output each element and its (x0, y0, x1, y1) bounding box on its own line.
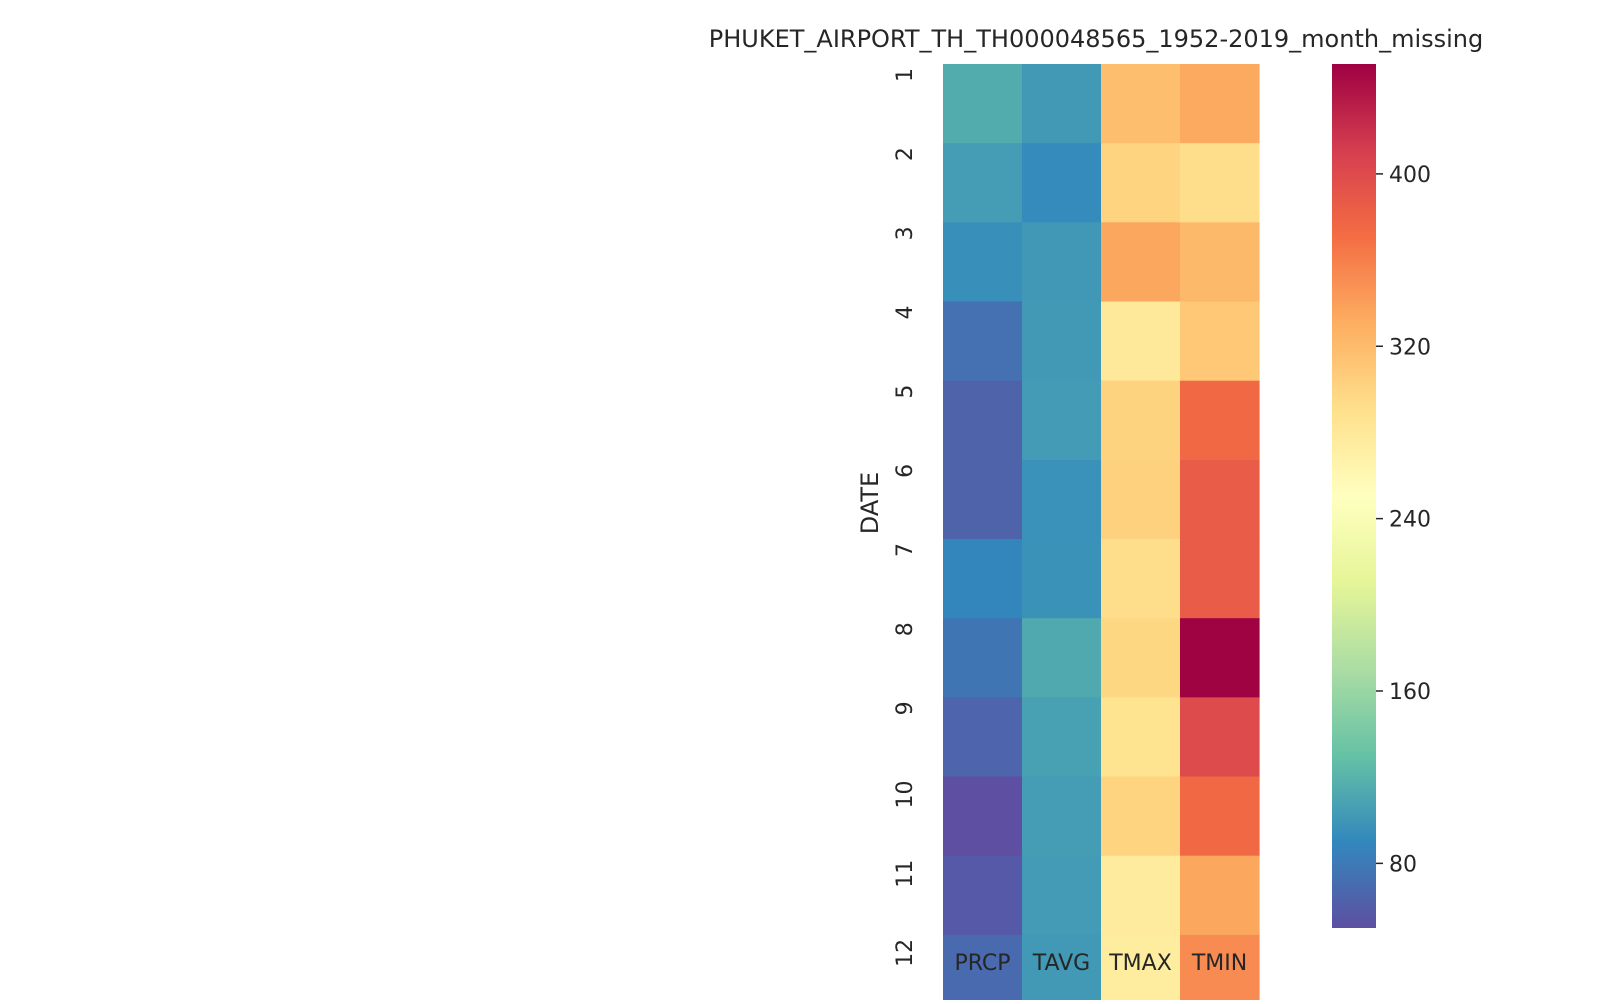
heatmap-cell-1-TMIN (1180, 64, 1260, 144)
heatmap-cell-6-PRCP (943, 459, 1023, 540)
colorbar-ticks: 80 160 240 320 400 (1376, 163, 1431, 877)
colorbar-tick-label: 240 (1389, 508, 1431, 533)
heatmap-cell-9-TAVG (1022, 697, 1102, 778)
heatmap-cell-11-TAVG (1022, 855, 1102, 936)
row-tick-label: 2 (893, 147, 918, 161)
heatmap-cell-3-PRCP (943, 222, 1023, 303)
heatmap-cell-11-TMAX (1101, 855, 1181, 936)
heatmap-cell-7-TAVG (1022, 539, 1102, 619)
heatmap-cell-6-TMIN (1180, 459, 1260, 540)
heatmap-cell-6-TAVG (1022, 459, 1102, 540)
heatmap-cell-4-TMIN (1180, 301, 1260, 382)
colorbar-tick-label: 80 (1389, 852, 1417, 877)
row-tick-label: 12 (893, 939, 918, 967)
heatmap-cell-2-TMAX (1101, 143, 1181, 223)
heatmap-cell-8-TAVG (1022, 618, 1102, 698)
colorbar-tick-label: 400 (1389, 163, 1431, 188)
heatmap-cells (943, 64, 1260, 1004)
row-tick-label: 11 (893, 860, 918, 888)
heatmap-cell-4-TAVG (1022, 301, 1102, 382)
heatmap-cell-4-PRCP (943, 301, 1023, 382)
heatmap-cell-2-TMIN (1180, 143, 1260, 223)
row-tick-label: 10 (893, 781, 918, 809)
heatmap-cell-5-TMIN (1180, 380, 1260, 461)
heatmap-cell-12-PRCP (943, 934, 1023, 1004)
heatmap-cell-7-TMIN (1180, 539, 1260, 619)
heatmap-cell-5-PRCP (943, 380, 1023, 461)
heatmap-cell-8-PRCP (943, 618, 1023, 698)
heatmap-cell-7-PRCP (943, 539, 1023, 619)
heatmap-cell-3-TMIN (1180, 222, 1260, 303)
column-tick-label: TMAX (1108, 951, 1172, 976)
row-tick-label: 9 (893, 701, 918, 715)
heatmap-cell-11-TMIN (1180, 855, 1260, 936)
row-tick-label: 5 (893, 385, 918, 399)
heatmap-cell-10-TAVG (1022, 776, 1102, 857)
heatmap-cell-10-TMIN (1180, 776, 1260, 857)
heatmap-cell-10-PRCP (943, 776, 1023, 857)
heatmap-cell-12-TMAX (1101, 934, 1181, 1004)
chart-title: PHUKET_AIRPORT_TH_TH000048565_1952-2019_… (709, 25, 1484, 53)
heatmap-cell-3-TAVG (1022, 222, 1102, 303)
heatmap-cell-10-TMAX (1101, 776, 1181, 857)
heatmap-cell-9-TMAX (1101, 697, 1181, 778)
heatmap-cell-8-TMIN (1180, 618, 1260, 698)
heatmap-cell-5-TMAX (1101, 380, 1181, 461)
row-tick-label: 1 (893, 68, 918, 82)
heatmap-cell-12-TAVG (1022, 934, 1102, 1004)
heatmap-cell-5-TAVG (1022, 380, 1102, 461)
heatmap-cell-11-PRCP (943, 855, 1023, 936)
colorbar (1332, 64, 1376, 928)
heatmap-cell-12-TMIN (1180, 934, 1260, 1004)
heatmap-cell-1-PRCP (943, 64, 1023, 144)
column-tick-label: TAVG (1032, 951, 1090, 976)
colorbar-tick-label: 160 (1389, 680, 1431, 705)
row-tick-label: 7 (893, 543, 918, 557)
heatmap-cell-3-TMAX (1101, 222, 1181, 303)
heatmap-cell-7-TMAX (1101, 539, 1181, 619)
column-tick-label: PRCP (954, 951, 1010, 976)
column-tick-labels: PRCP TAVG TMAX TMIN (954, 951, 1247, 976)
heatmap-cell-2-PRCP (943, 143, 1023, 223)
column-tick-label: TMIN (1191, 951, 1247, 976)
heatmap-cell-4-TMAX (1101, 301, 1181, 382)
heatmap-cell-1-TAVG (1022, 64, 1102, 144)
heatmap-cell-1-TMAX (1101, 64, 1181, 144)
row-tick-label: 8 (893, 622, 918, 636)
heatmap-cell-6-TMAX (1101, 459, 1181, 540)
heatmap-cell-2-TAVG (1022, 143, 1102, 223)
heatmap-cell-9-PRCP (943, 697, 1023, 778)
row-tick-label: 4 (893, 306, 918, 320)
row-tick-label: 6 (893, 464, 918, 478)
colorbar-tick-label: 320 (1389, 335, 1431, 360)
heatmap-cell-9-TMIN (1180, 697, 1260, 778)
row-tick-label: 3 (893, 226, 918, 240)
heatmap-cell-8-TMAX (1101, 618, 1181, 698)
y-axis-label: DATE (856, 472, 884, 534)
